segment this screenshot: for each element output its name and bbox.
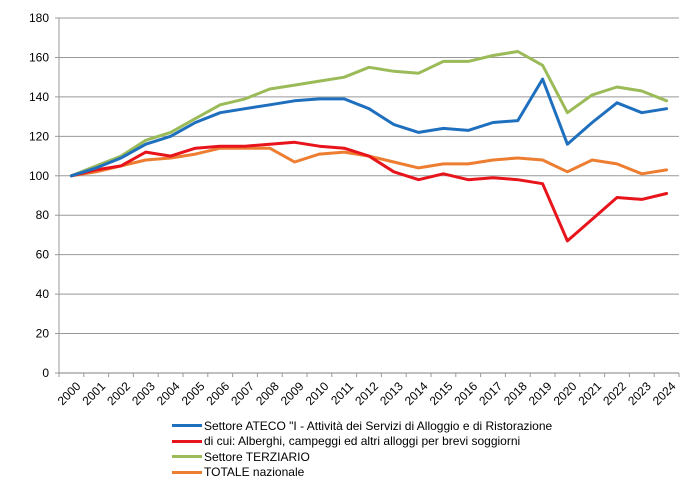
x-tick-label: 2011 — [328, 379, 356, 407]
x-tick-labels: 2000200120022003200420052006200720082009… — [55, 379, 679, 408]
x-tick-label: 2013 — [377, 379, 406, 408]
y-tick-labels: 0 20 40 60 80 100 120 140 160 180 — [29, 11, 49, 380]
x-tick-label: 2024 — [650, 379, 679, 408]
x-tick-label: 2008 — [253, 379, 282, 408]
legend: Settore ATECO "I - Attività dei Servizi … — [172, 418, 552, 480]
y-tick-label: 60 — [36, 248, 50, 262]
x-tick-label: 2021 — [575, 379, 604, 408]
x-tick-label: 2016 — [451, 379, 480, 408]
legend-label-terziario: Settore TERZIARIO — [204, 449, 310, 464]
x-tick-label: 2014 — [402, 379, 431, 408]
x-tick-label: 2010 — [303, 379, 332, 408]
y-tick-label: 120 — [29, 129, 49, 143]
x-tick-label: 2003 — [129, 379, 158, 408]
x-tick-label: 2019 — [526, 379, 555, 408]
series-line-alberghi — [69, 140, 669, 243]
x-tick-label: 2023 — [625, 379, 654, 408]
x-tick-label: 2002 — [104, 379, 133, 408]
legend-item-ateco: Settore ATECO "I - Attività dei Servizi … — [172, 418, 552, 434]
x-tick-label: 2022 — [600, 379, 629, 408]
y-tick-label: 180 — [29, 11, 49, 25]
legend-swatch-alberghi — [172, 439, 202, 443]
y-tick-label: 140 — [29, 90, 49, 104]
x-tick-label: 2009 — [278, 379, 307, 408]
x-tick-label: 2001 — [79, 379, 108, 408]
x-tick-label: 2015 — [427, 379, 456, 408]
legend-item-alberghi: di cui: Alberghi, campeggi ed altri allo… — [172, 434, 552, 450]
y-tick-label: 40 — [36, 287, 50, 301]
y-tick-label: 100 — [29, 169, 49, 183]
x-tick-label: 2017 — [476, 379, 505, 408]
legend-swatch-ateco — [172, 424, 202, 428]
legend-swatch-terziario — [172, 455, 202, 459]
legend-label-ateco: Settore ATECO "I - Attività dei Servizi … — [204, 418, 553, 433]
legend-label-totale: TOTALE nazionale — [204, 465, 305, 480]
x-tick-label: 2006 — [203, 379, 232, 408]
x-tick-label: 2004 — [154, 379, 183, 408]
gridlines — [59, 17, 679, 335]
legend-item-terziario: Settore TERZIARIO — [172, 449, 552, 465]
series-line-totale — [69, 146, 669, 178]
legend-label-alberghi: di cui: Alberghi, campeggi ed altri allo… — [204, 434, 521, 449]
y-tick-label: 0 — [42, 366, 49, 380]
x-tick-label: 2020 — [551, 379, 580, 408]
x-tick-label: 2018 — [501, 379, 530, 408]
legend-swatch-totale — [172, 470, 202, 474]
axes — [55, 17, 680, 377]
y-tick-label: 80 — [36, 208, 50, 222]
x-tick-label: 2005 — [179, 379, 208, 408]
x-tick-label: 2000 — [55, 379, 84, 408]
series-line-ateco — [69, 77, 669, 178]
x-tick-label: 2007 — [228, 379, 257, 408]
x-tick-label: 2012 — [352, 379, 381, 408]
series-lines — [69, 50, 669, 243]
y-tick-label: 160 — [29, 50, 49, 64]
legend-item-totale: TOTALE nazionale — [172, 465, 552, 481]
series-line-terziario — [69, 50, 669, 178]
y-tick-label: 20 — [36, 327, 50, 341]
